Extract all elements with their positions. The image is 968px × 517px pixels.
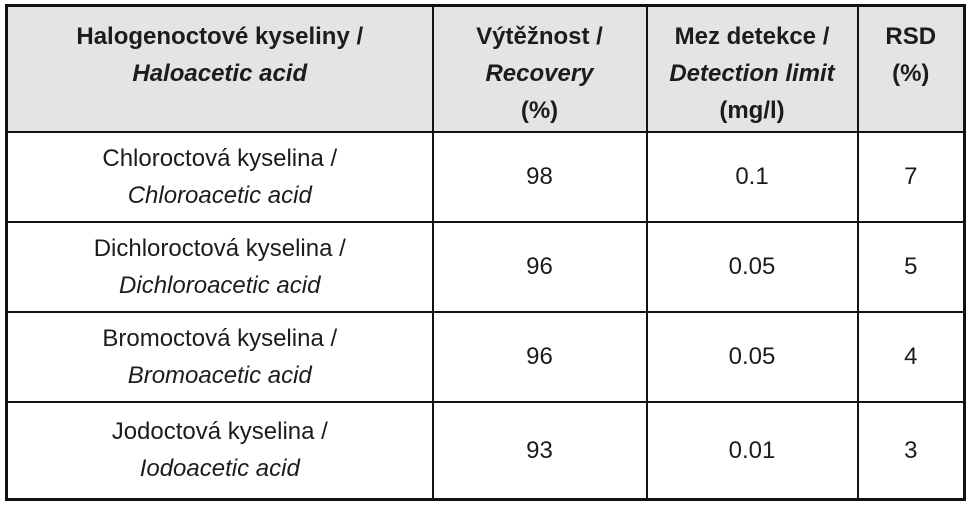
acid-name-czech: Chloroctová kyselina / bbox=[102, 144, 338, 172]
column-header-rsd-unit: (%) bbox=[892, 60, 930, 87]
cell-acid-name: Chloroctová kyselina / Chloroacetic acid bbox=[5, 130, 434, 223]
acid-name-czech: Dichloroctová kyselina / bbox=[93, 234, 346, 262]
table-row-iodoacetic: Jodoctová kyselina / Iodoacetic acid 93 … bbox=[5, 400, 966, 501]
table-body: Chloroctová kyselina / Chloroacetic acid… bbox=[5, 130, 966, 501]
column-header-acid-czech: Halogenoctové kyseliny / bbox=[76, 23, 364, 50]
cell-recovery-value: 93 bbox=[431, 400, 648, 501]
column-header-detection-limit-english: Detection limit bbox=[669, 60, 835, 87]
column-header-rsd: RSD (%) bbox=[856, 4, 966, 133]
cell-recovery-value: 96 bbox=[431, 220, 648, 313]
haloacetic-acid-table: Halogenoctové kyseliny / Haloacetic acid… bbox=[5, 4, 966, 501]
column-header-detection-limit-czech: Mez detekce / bbox=[674, 23, 830, 50]
cell-recovery-value: 98 bbox=[431, 130, 648, 223]
acid-name-english: Bromoacetic acid bbox=[127, 361, 312, 389]
cell-detection-limit-value: 0.05 bbox=[645, 310, 859, 403]
cell-acid-name: Dichloroctová kyselina / Dichloroacetic … bbox=[5, 220, 434, 313]
cell-acid-name: Bromoctová kyselina / Bromoacetic acid bbox=[5, 310, 434, 403]
cell-rsd-value: 5 bbox=[856, 220, 966, 313]
cell-rsd-value: 4 bbox=[856, 310, 966, 403]
acid-name-english: Chloroacetic acid bbox=[127, 181, 312, 209]
table-header: Halogenoctové kyseliny / Haloacetic acid… bbox=[5, 4, 966, 133]
acid-name-english: Iodoacetic acid bbox=[139, 455, 300, 483]
acid-name-czech: Bromoctová kyselina / bbox=[102, 324, 338, 352]
column-header-detection-limit-unit: (mg/l) bbox=[719, 97, 785, 124]
cell-rsd-value: 7 bbox=[856, 130, 966, 223]
acid-name-english: Dichloroacetic acid bbox=[119, 271, 321, 299]
column-header-recovery-czech: Výtěžnost / bbox=[476, 23, 603, 50]
cell-detection-limit-value: 0.01 bbox=[645, 400, 859, 501]
column-header-acid: Halogenoctové kyseliny / Haloacetic acid bbox=[5, 4, 434, 133]
column-header-acid-english: Haloacetic acid bbox=[132, 60, 308, 87]
acid-name-czech: Jodoctová kyselina / bbox=[111, 418, 328, 446]
cell-rsd-value: 3 bbox=[856, 400, 966, 501]
table-row-bromoacetic: Bromoctová kyselina / Bromoacetic acid 9… bbox=[5, 310, 966, 403]
header-row: Halogenoctové kyseliny / Haloacetic acid… bbox=[5, 4, 966, 133]
column-header-rsd-label: RSD bbox=[885, 23, 937, 50]
cell-detection-limit-value: 0.05 bbox=[645, 220, 859, 313]
column-header-recovery: Výtěžnost / Recovery (%) bbox=[431, 4, 648, 133]
column-header-recovery-english: Recovery bbox=[485, 60, 594, 87]
cell-recovery-value: 96 bbox=[431, 310, 648, 403]
column-header-recovery-unit: (%) bbox=[520, 97, 559, 124]
table-row-chloroacetic: Chloroctová kyselina / Chloroacetic acid… bbox=[5, 130, 966, 223]
cell-detection-limit-value: 0.1 bbox=[645, 130, 859, 223]
column-header-detection-limit: Mez detekce / Detection limit (mg/l) bbox=[645, 4, 859, 133]
cell-acid-name: Jodoctová kyselina / Iodoacetic acid bbox=[5, 400, 434, 501]
table-row-dichloroacetic: Dichloroctová kyselina / Dichloroacetic … bbox=[5, 220, 966, 313]
